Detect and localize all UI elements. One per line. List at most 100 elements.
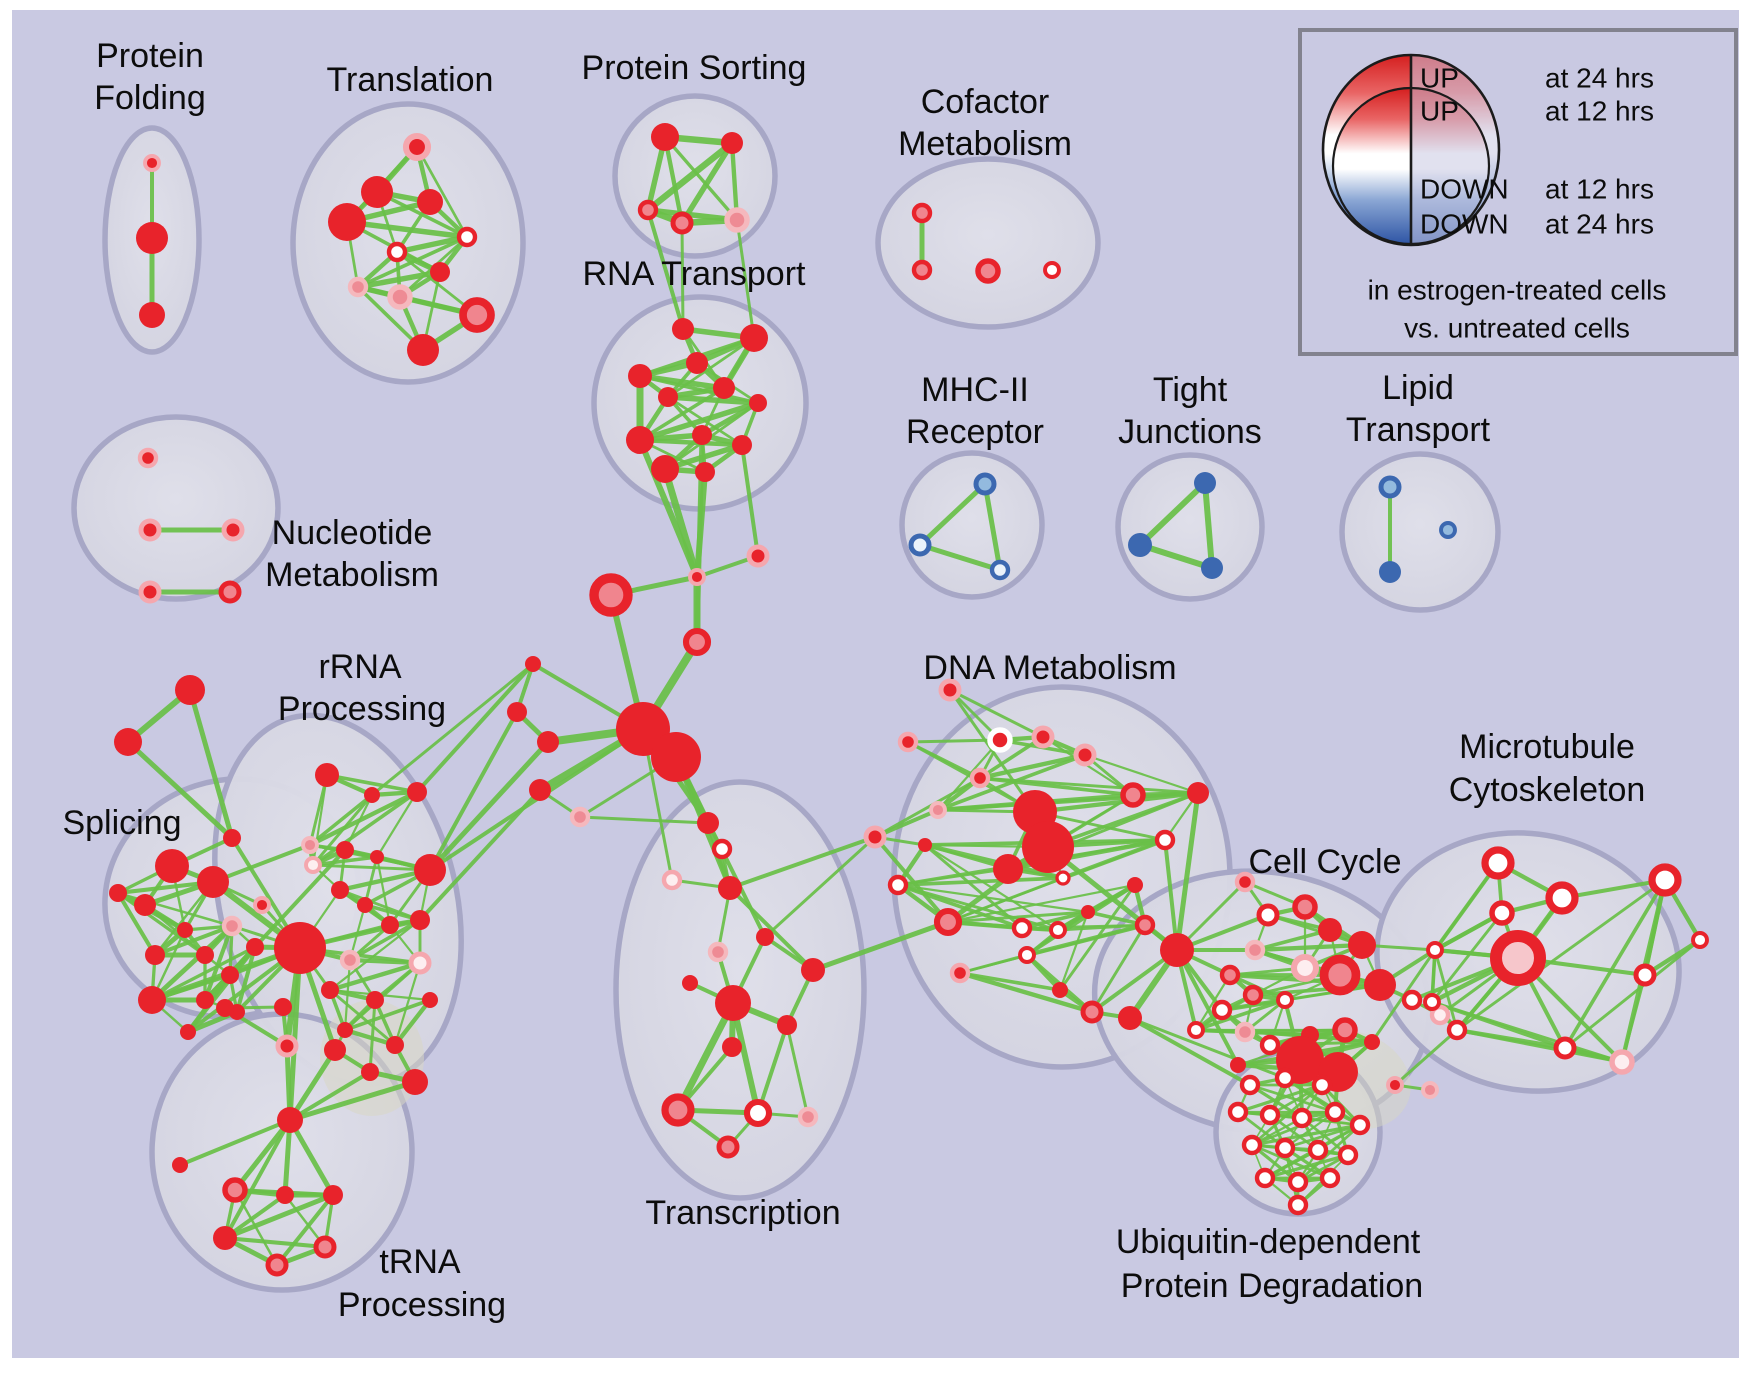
node-rp-118	[1120, 782, 1146, 808]
mesh-edge	[637, 400, 761, 443]
node-pp-73	[301, 836, 319, 854]
node-r-67	[246, 938, 264, 956]
cluster-label-trna-processing-1: Processing	[338, 1286, 506, 1324]
mesh-edge	[1433, 948, 1459, 1032]
node-rp-127	[933, 907, 963, 937]
edge	[287, 1079, 418, 1123]
cluster-label-splicing-0: Splicing	[62, 804, 181, 842]
node-rw-141	[1256, 903, 1280, 927]
node-r-77	[414, 854, 446, 886]
edge	[982, 481, 1003, 573]
mesh-edge	[355, 269, 443, 290]
node-b-51	[1379, 561, 1401, 583]
edge	[1128, 1016, 1252, 1087]
node-r-108	[722, 1037, 742, 1057]
mesh-edge	[1263, 1153, 1350, 1180]
node-r-53	[175, 675, 205, 705]
mesh-edge	[375, 790, 419, 859]
node-r-88	[386, 1036, 404, 1054]
cluster-ellipse-lipid-transport	[1339, 451, 1501, 613]
mesh-edge	[222, 1192, 336, 1241]
mesh-edge	[1194, 973, 1232, 1032]
node-r-79	[357, 897, 373, 913]
cluster-label-nucleotide-metabolism-0: Nucleotide	[272, 514, 433, 552]
node-r-202	[277, 1107, 303, 1133]
node-pp-117	[929, 801, 947, 819]
edge	[728, 886, 815, 972]
node-bl-52	[1439, 521, 1457, 539]
node-r-87	[337, 1022, 353, 1038]
node-r-148	[1364, 969, 1396, 1001]
cluster-label-cofactor-metabolism-0: Cofactor	[921, 83, 1050, 121]
edge	[178, 1118, 292, 1167]
mesh-edge	[348, 918, 422, 962]
edge	[646, 208, 685, 331]
mesh-edge	[394, 234, 470, 255]
edge	[948, 688, 1037, 814]
node-r-201	[402, 1069, 428, 1095]
edge	[1128, 1016, 1287, 1080]
node-rw-166	[1481, 846, 1515, 880]
edge	[756, 1023, 789, 1115]
node-pr-140	[897, 731, 919, 753]
node-r-200	[361, 1063, 379, 1081]
node-rp-209	[313, 1235, 337, 1259]
node-rw-110	[743, 1098, 773, 1128]
node-r-81	[410, 910, 430, 930]
mesh-edge	[375, 855, 392, 927]
node-r-161	[1230, 1057, 1246, 1073]
node-pr-0	[143, 154, 161, 172]
node-pp-83	[339, 949, 361, 971]
edge	[917, 542, 1003, 573]
node-r-205	[276, 1186, 294, 1204]
edge	[223, 1118, 292, 1240]
node-rp-204	[222, 1177, 248, 1203]
node-rw-180	[1239, 1074, 1261, 1096]
node-rw-195	[1287, 1194, 1309, 1216]
node-r-62	[196, 946, 214, 964]
node-rw-155	[1259, 1034, 1281, 1056]
cluster-label-cell-cycle-0: Cell Cycle	[1248, 843, 1401, 881]
node-r-102	[756, 928, 774, 946]
node-pr-138	[863, 825, 887, 849]
node-rw-186	[1324, 1101, 1346, 1123]
edge	[1163, 838, 1179, 952]
node-rp-147	[1319, 954, 1361, 996]
node-r-24	[740, 324, 768, 352]
node-r-64	[138, 986, 166, 1014]
mesh-edge	[1250, 1110, 1337, 1147]
node-rw-99	[711, 838, 733, 860]
node-r-1	[136, 222, 168, 254]
node-r-72	[407, 782, 427, 802]
node-r-5	[417, 189, 443, 215]
mesh-edge	[149, 923, 235, 1003]
edge	[1174, 790, 1201, 953]
node-pr-36	[746, 544, 770, 568]
node-r-144	[1348, 931, 1376, 959]
node-rp-150	[1242, 984, 1264, 1006]
edge	[740, 443, 760, 558]
node-rw-164	[1401, 989, 1423, 1011]
legend-caption-0: in estrogen-treated cells	[1368, 274, 1667, 305]
node-b-49	[1201, 557, 1223, 579]
cluster-label-mhc-ii-receptor-0: MHC-II	[921, 371, 1029, 409]
mesh-edge	[729, 140, 740, 223]
mesh-edge	[662, 134, 685, 226]
node-rw-123	[1154, 829, 1176, 851]
legend-direction-2: DOWN	[1420, 173, 1509, 204]
legend-direction-0: UP	[1420, 62, 1459, 93]
node-r-106	[715, 985, 751, 1021]
node-r-85	[321, 981, 339, 999]
node-rw-167	[1545, 881, 1579, 915]
node-pr-116	[969, 767, 991, 789]
mesh-edge	[1283, 1110, 1337, 1150]
edge	[873, 835, 950, 924]
node-wr-113	[987, 727, 1013, 753]
legend-caption-1: vs. untreated cells	[1404, 312, 1630, 343]
cluster-label-lipid-transport-0: Lipid	[1382, 369, 1454, 407]
node-r-60	[177, 922, 193, 938]
cluster-label-microtubule-cytoskeleton-0: Microtubule	[1459, 728, 1635, 766]
node-pp-111	[797, 1106, 819, 1128]
edge	[578, 815, 710, 825]
